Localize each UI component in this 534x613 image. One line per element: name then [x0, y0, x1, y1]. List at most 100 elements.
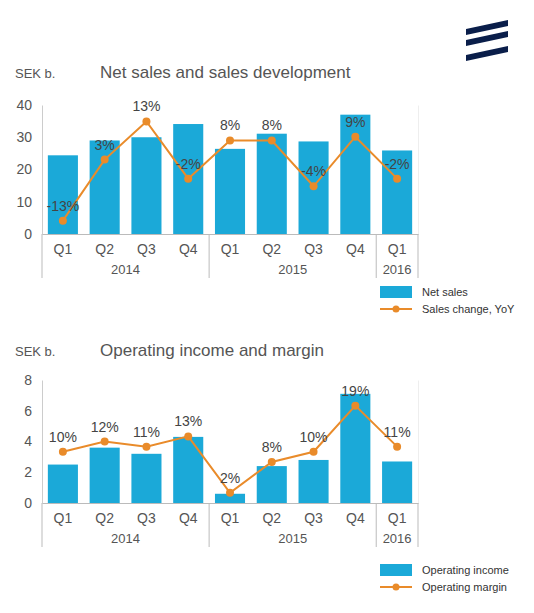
data-label: -2%: [176, 156, 201, 172]
y-tick: 4: [24, 433, 42, 449]
y-tick-label: 30: [16, 129, 32, 145]
data-label: -4%: [301, 163, 326, 179]
legend: Operating incomeOperating margin: [380, 564, 509, 593]
y-tick: 6: [24, 403, 42, 419]
x-tick-label: Q1: [54, 241, 73, 257]
data-label: -13%: [47, 198, 80, 214]
legend-label: Operating income: [422, 564, 509, 576]
bar: [215, 149, 245, 234]
y-tick-label: 6: [24, 403, 32, 419]
logo-bar: [466, 31, 508, 46]
x-tick-label: Q4: [346, 510, 365, 526]
group-separator: [209, 234, 210, 278]
data-label: 8%: [220, 117, 240, 133]
y-axis-line: [42, 106, 43, 235]
x-tick-label: Q3: [304, 510, 323, 526]
marker: [184, 432, 192, 440]
marker: [101, 438, 109, 446]
x-tick: Q1: [388, 234, 407, 257]
group-separator: [376, 234, 377, 278]
x-axis: Q1Q2Q3Q4Q1Q2Q3Q4Q1: [43, 503, 419, 526]
y-tick-label: 0: [24, 495, 32, 511]
x-tick-label: Q4: [179, 510, 198, 526]
marker: [226, 489, 234, 497]
group-label: 2014: [111, 262, 140, 277]
x-tick-label: Q3: [137, 510, 156, 526]
marker: [59, 217, 67, 225]
x-tick-label: Q2: [95, 241, 114, 257]
data-label: 11%: [384, 424, 411, 440]
x-tick-label: Q1: [388, 510, 407, 526]
legend-marker: [393, 306, 400, 313]
y-tick-label: 20: [16, 161, 32, 177]
data-label: -2%: [385, 156, 410, 172]
title: Operating income and margin: [100, 341, 324, 360]
x-tick-label: Q1: [221, 510, 240, 526]
line: [63, 406, 397, 493]
y-tick: 40: [16, 97, 42, 113]
group-separator: [418, 503, 419, 547]
marker: [393, 175, 401, 183]
marker: [310, 182, 318, 190]
x-tick-label: Q2: [262, 510, 281, 526]
y2-axis: [418, 106, 419, 235]
data-labels: -13%3%13%-2%8%8%-4%9%-2%: [47, 98, 410, 213]
y-axis-line: [42, 381, 43, 504]
x-groups: 201420152016: [42, 234, 418, 278]
bar: [173, 437, 203, 503]
marker: [184, 175, 192, 183]
x-tick: Q4: [346, 234, 365, 257]
data-label: 19%: [341, 383, 369, 399]
bar: [340, 115, 370, 234]
x-tick: Q1: [388, 503, 407, 526]
x-tick-label: Q2: [95, 510, 114, 526]
group-separator: [42, 234, 43, 278]
chart: Net sales and sales developmentSEK b.010…: [15, 63, 515, 315]
data-label: 3%: [95, 137, 115, 153]
x-tick: Q1: [221, 503, 240, 526]
logo: [466, 20, 508, 61]
legend-swatch: [380, 564, 412, 576]
x-axis: Q1Q2Q3Q4Q1Q2Q3Q4Q1: [43, 234, 419, 257]
group-separator: [418, 234, 419, 278]
chart-root: Net sales and sales developmentSEK b.010…: [0, 0, 534, 613]
y2-axis-line: [418, 106, 419, 235]
y-tick: 0: [24, 495, 42, 511]
x-tick: Q1: [54, 234, 73, 257]
chart: Operating income and marginSEK b.0246810…: [15, 341, 509, 593]
line: [63, 121, 397, 220]
plot-area: [48, 115, 412, 234]
legend-label: Net sales: [422, 286, 468, 298]
bar: [131, 137, 161, 234]
marker: [142, 443, 150, 451]
y-tick-label: 2: [24, 464, 32, 480]
x-tick-label: Q3: [304, 241, 323, 257]
y-tick-label: 4: [24, 433, 32, 449]
y2-axis: [418, 381, 419, 504]
data-label: 11%: [133, 424, 160, 440]
plot-area: [48, 394, 412, 503]
marker: [101, 156, 109, 164]
x-tick: Q4: [179, 234, 198, 257]
marker: [59, 448, 67, 456]
group-label: 2014: [111, 531, 140, 546]
x-tick: Q2: [262, 234, 281, 257]
y-tick-label: 8: [24, 372, 32, 388]
data-label: 10%: [49, 429, 77, 445]
bar: [299, 460, 329, 503]
marker: [393, 443, 401, 451]
y-tick-label: 0: [24, 226, 32, 242]
data-labels: 10%12%11%13%2%8%10%19%11%: [49, 383, 411, 486]
y-axis-label: SEK b.: [15, 66, 55, 81]
group-label: 2015: [278, 531, 307, 546]
x-tick-label: Q1: [388, 241, 407, 257]
x-tick: Q2: [95, 234, 114, 257]
marker: [310, 448, 318, 456]
legend-label: Sales change, YoY: [422, 303, 515, 315]
data-label: 2%: [220, 470, 240, 486]
marker: [142, 117, 150, 125]
data-label: 8%: [262, 439, 282, 455]
data-label: 9%: [345, 114, 365, 130]
bar: [299, 141, 329, 234]
x-tick: Q4: [179, 503, 198, 526]
